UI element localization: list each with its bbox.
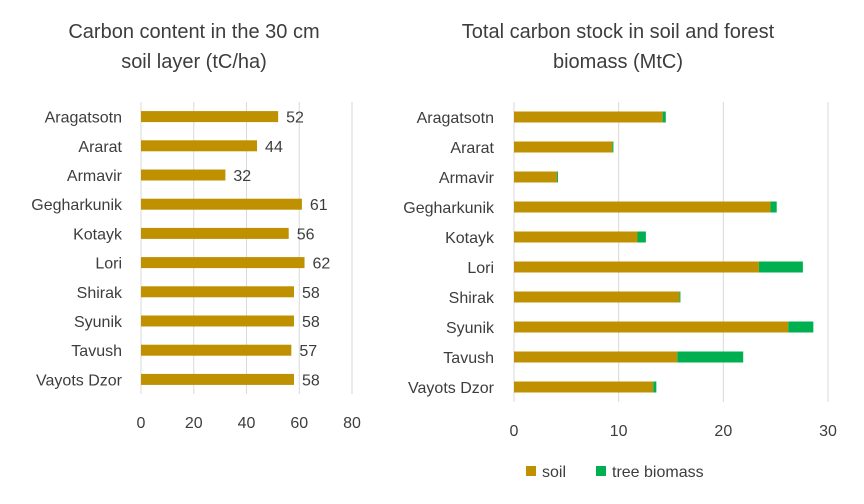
right-bar-soil-segment (514, 261, 759, 273)
right-bar-soil-segment (514, 111, 663, 123)
left-x-tick-label: 0 (137, 415, 146, 432)
left-category-label: Kotayk (73, 226, 123, 243)
left-data-label: 58 (302, 285, 320, 302)
left-category-label: Syunik (74, 314, 123, 331)
left-x-tick-label: 40 (238, 415, 256, 432)
left-category-label: Shirak (77, 285, 123, 302)
left-category-label: Armavir (67, 168, 123, 185)
right-bar-tree-biomass-segment (653, 381, 657, 393)
legend-swatch-tree-biomass (596, 466, 606, 476)
left-category-label: Vayots Dzor (36, 372, 123, 389)
left-category-label: Tavush (71, 343, 122, 360)
left-bar (141, 315, 294, 327)
right-category-label: Gegharkunik (403, 200, 495, 217)
left-data-label: 56 (297, 226, 315, 243)
left-bar (141, 286, 294, 298)
left-data-label: 32 (233, 168, 251, 185)
right-bar-soil-segment (514, 291, 680, 303)
left-chart-title-line-2: soil layer (tC/ha) (121, 51, 267, 73)
right-bar-soil-segment (514, 351, 678, 363)
left-data-label: 57 (299, 343, 317, 360)
left-category-label: Aragatsotn (45, 110, 122, 127)
left-data-label: 52 (286, 110, 304, 127)
right-x-tick-label: 20 (714, 423, 732, 440)
right-category-label: Aragatsotn (417, 110, 494, 127)
left-bar (141, 227, 289, 239)
right-category-label: Kotayk (445, 230, 495, 247)
right-bar-soil-segment (514, 321, 789, 333)
left-bar (141, 169, 226, 181)
left-bar-chart: 0 20 40 60 80 Aragatsotn 52 Ararat 44 Armavir 32 Ge… (31, 102, 361, 432)
right-bar-soil-segment (514, 171, 557, 183)
left-data-label: 61 (310, 197, 328, 214)
left-data-label: 44 (265, 139, 283, 156)
right-bar-tree-biomass-segment (612, 141, 614, 153)
right-category-label: Lori (467, 260, 494, 277)
right-bar-tree-biomass-segment (556, 171, 558, 183)
left-data-label: 58 (302, 314, 320, 331)
right-bar-soil-segment (514, 381, 654, 393)
left-bar (141, 111, 279, 123)
legend: soil tree biomass (526, 464, 704, 481)
left-x-tick-label: 80 (343, 415, 361, 432)
right-bar-soil-segment (514, 231, 638, 243)
left-x-tick-label: 60 (290, 415, 308, 432)
right-bar-tree-biomass-segment (770, 201, 777, 213)
right-bar-soil-segment (514, 141, 613, 153)
left-bar (141, 344, 292, 356)
right-x-tick-label: 30 (819, 423, 837, 440)
right-stacked-bar-chart: 0 10 20 30 Aragatsotn Ararat Armavir Gegharkuni… (403, 102, 837, 440)
right-x-tick-label: 10 (610, 423, 628, 440)
left-bar (141, 198, 302, 210)
left-data-label: 62 (313, 256, 331, 273)
left-x-tick-label: 20 (185, 415, 203, 432)
right-category-label: Vayots Dzor (408, 380, 495, 397)
right-category-label: Armavir (439, 170, 495, 187)
right-bar-tree-biomass-segment (677, 351, 744, 363)
left-category-label: Lori (95, 256, 122, 273)
right-category-label: Tavush (443, 350, 494, 367)
legend-label-soil: soil (542, 464, 566, 481)
right-category-label: Syunik (446, 320, 495, 337)
right-bar-tree-biomass-segment (662, 111, 666, 123)
left-category-label: Ararat (78, 139, 122, 156)
right-bar-tree-biomass-segment (679, 291, 681, 303)
left-chart-title-line-1: Carbon content in the 30 cm (68, 21, 319, 43)
right-category-label: Shirak (449, 290, 495, 307)
right-chart-title-line-2: biomass (MtC) (553, 51, 683, 73)
right-category-label: Ararat (450, 140, 494, 157)
left-bar (141, 140, 258, 152)
right-chart-title-line-1: Total carbon stock in soil and forest (462, 21, 775, 43)
legend-swatch-soil (526, 466, 536, 476)
right-bar-tree-biomass-segment (637, 231, 646, 243)
right-bar-soil-segment (514, 201, 771, 213)
left-bar (141, 257, 305, 269)
left-data-label: 58 (302, 372, 320, 389)
right-bar-tree-biomass-segment (758, 261, 803, 273)
left-bar (141, 373, 294, 385)
legend-label-tree-biomass: tree biomass (612, 464, 704, 481)
left-category-label: Gegharkunik (31, 197, 123, 214)
right-bar-tree-biomass-segment (788, 321, 814, 333)
right-x-tick-label: 0 (510, 423, 519, 440)
